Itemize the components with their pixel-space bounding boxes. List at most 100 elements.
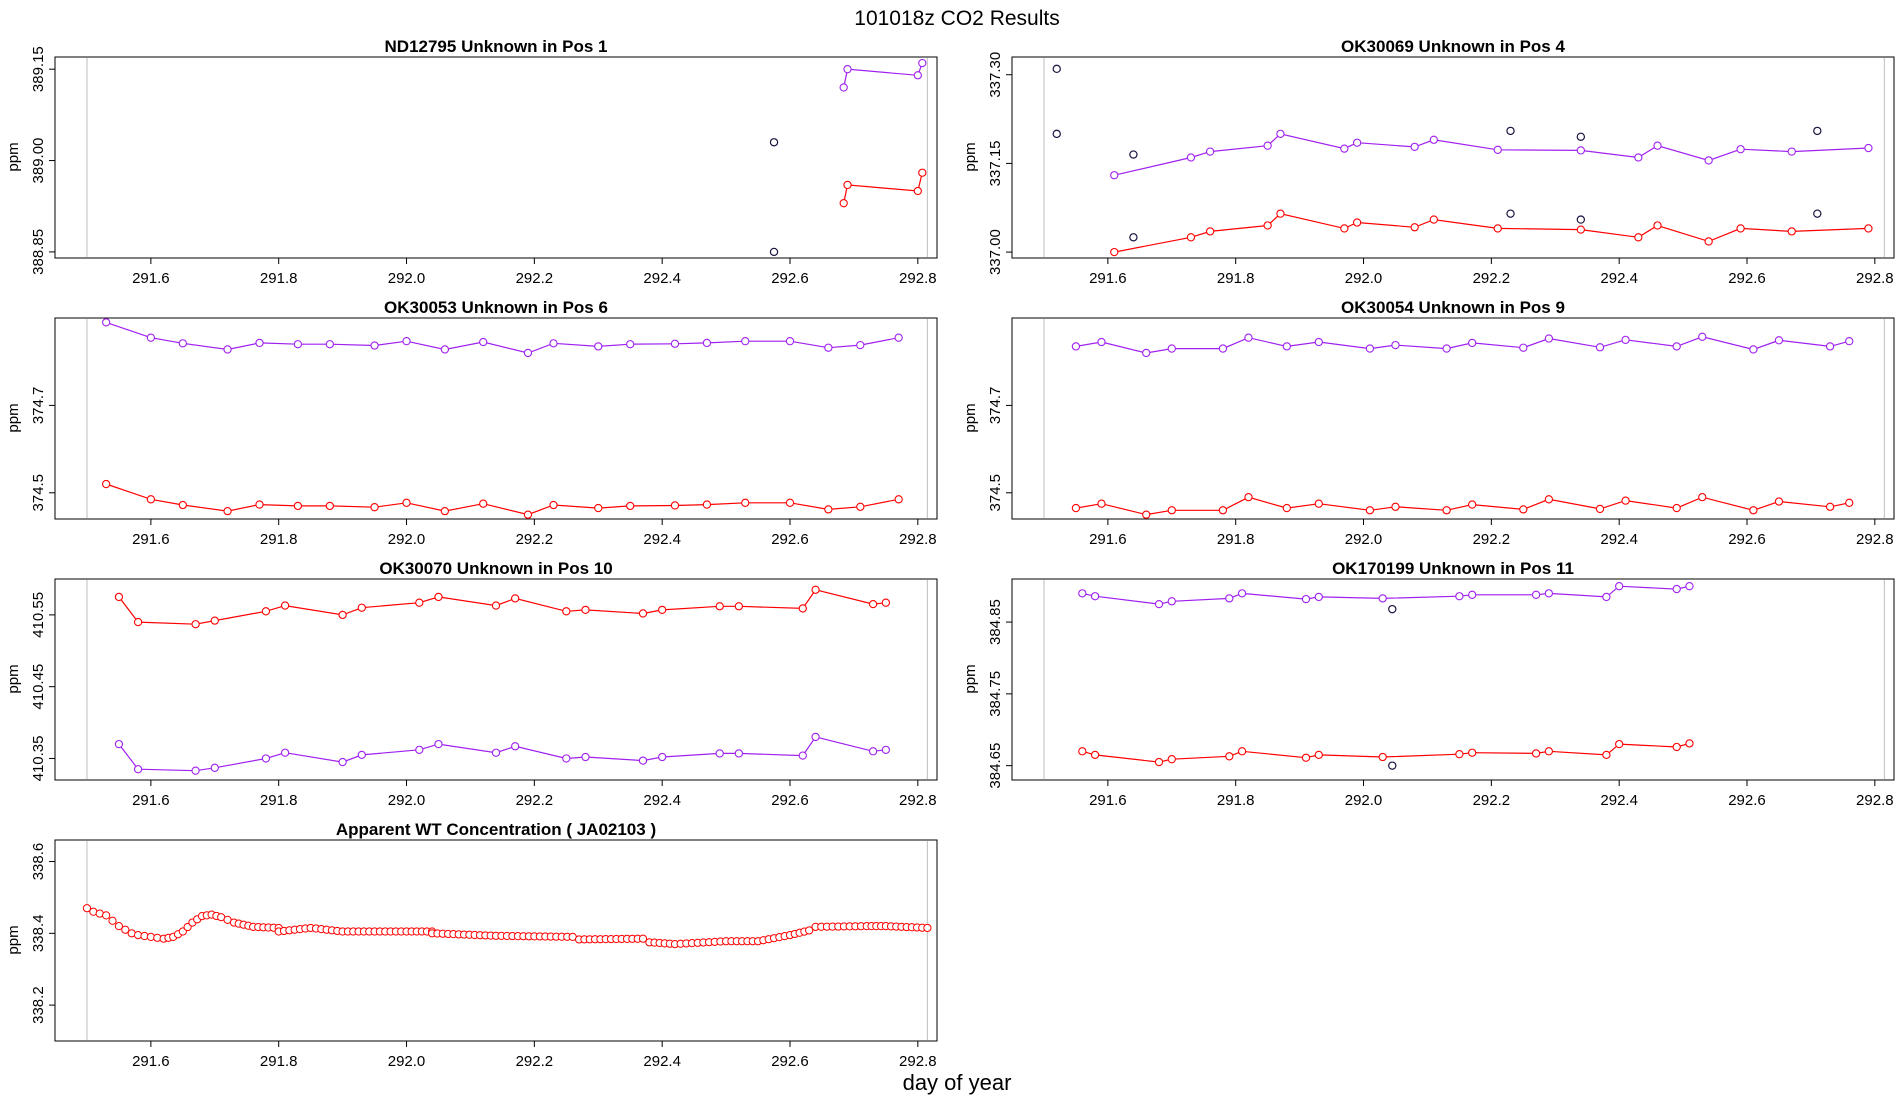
red-data-point [1595, 504, 1605, 514]
purple-series-line [105, 321, 899, 354]
purple-data-point [357, 750, 366, 760]
panel-apparent-wt-concentration: Apparent WT Concentration ( JA02103 ) pp… [5, 820, 938, 1070]
x-tick-label: 291.6 [132, 1053, 170, 1070]
purple-data-point [1301, 594, 1311, 604]
x-tick-label: 292.4 [1600, 792, 1638, 809]
purple-data-point [785, 337, 795, 346]
red-data-point [1544, 747, 1554, 756]
purple-data-point [1429, 135, 1438, 144]
plot-frame [54, 578, 938, 781]
reference-data-point [1388, 761, 1397, 770]
purple-data-point [1352, 138, 1362, 147]
purple-data-point [1237, 589, 1247, 598]
red-data-point [1391, 502, 1400, 511]
red-data-point [1602, 750, 1611, 760]
purple-data-point [1167, 344, 1176, 353]
panel-title: ND12795 Unknown in Pos 1 [385, 37, 608, 56]
x-tick-label: 292.6 [771, 270, 809, 287]
red-data-point [293, 501, 303, 511]
purple-data-point [1672, 342, 1681, 351]
x-tick-label: 292.8 [899, 1053, 937, 1070]
reference-data-point [769, 247, 779, 257]
red-data-point [402, 498, 411, 507]
purple-data-point [1205, 147, 1215, 156]
red-data-point [1186, 233, 1196, 242]
purple-data-point [255, 338, 264, 348]
purple-data-point [1864, 143, 1873, 153]
purple-data-point [280, 748, 290, 757]
red-data-point [1468, 748, 1477, 757]
x-tick-label: 292.6 [1728, 531, 1766, 548]
red-data-point [370, 503, 379, 512]
purple-data-point [1263, 141, 1272, 150]
purple-data-point [479, 337, 488, 347]
purple-data-point [1621, 335, 1630, 344]
purple-data-point [594, 342, 603, 351]
purple-data-point [1455, 592, 1464, 601]
y-tick-label: 374.7 [987, 387, 1004, 425]
y-tick-label: 410.55 [30, 592, 47, 638]
red-data-point [280, 601, 290, 610]
red-data-point [146, 495, 156, 504]
purple-data-point [1167, 597, 1176, 606]
purple-data-point [1749, 345, 1758, 354]
purple-data-point [1468, 590, 1477, 599]
x-tick-label: 292.2 [516, 1053, 554, 1070]
red-data-point [1736, 224, 1745, 233]
purple-data-point [626, 340, 635, 349]
red-data-point [1237, 747, 1247, 756]
red-data-point [1653, 221, 1662, 230]
red-data-point [1468, 500, 1477, 509]
purple-data-point [702, 338, 712, 348]
red-data-point [1090, 750, 1100, 760]
x-tick-label: 292.2 [1473, 270, 1511, 287]
y-tick-label: 338.6 [30, 843, 47, 881]
red-data-point [114, 922, 124, 931]
reference-data-point [1506, 126, 1515, 136]
purple-data-point [1282, 342, 1291, 351]
x-tick-label: 292.8 [899, 531, 937, 548]
panel-nd12795: ND12795 Unknown in Pos 1 ppm 291.6 291.8 2… [5, 37, 938, 287]
x-tick-label: 292.6 [771, 792, 809, 809]
red-data-point [210, 616, 219, 625]
x-tick-label: 292.4 [1600, 270, 1638, 287]
red-data-point [1205, 227, 1215, 236]
purple-data-point [338, 757, 347, 767]
purple-data-point [1634, 153, 1643, 162]
purple-data-point [146, 333, 156, 342]
red-series-line [105, 483, 899, 516]
purple-data-point [223, 345, 232, 354]
y-tick-label: 384.75 [987, 671, 1004, 717]
purple-data-point [370, 341, 379, 350]
red-data-point [1097, 499, 1106, 508]
panel-title: OK30070 Unknown in Pos 10 [379, 559, 612, 578]
purple-data-point [1340, 144, 1349, 153]
purple-data-point [839, 83, 848, 92]
red-data-point [1825, 502, 1835, 511]
reference-data-point [1576, 215, 1586, 224]
purple-series-line [843, 62, 923, 88]
y-tick-label: 374.5 [987, 474, 1004, 512]
purple-data-point [114, 739, 124, 749]
red-data-point [415, 598, 424, 607]
red-data-point [658, 605, 667, 615]
y-tick-label: 338.2 [30, 986, 47, 1024]
red-data-point [1621, 496, 1630, 505]
red-data-point [549, 500, 558, 510]
x-tick-label: 291.6 [1089, 531, 1127, 548]
red-series-line [843, 172, 923, 204]
purple-data-point [1078, 589, 1087, 598]
purple-data-point [523, 348, 533, 358]
purple-data-point [868, 747, 878, 756]
reference-data-point [1388, 604, 1397, 614]
red-series-line [1114, 213, 1869, 253]
red-data-point [1672, 503, 1681, 513]
purple-data-point [918, 58, 927, 68]
red-data-point [1672, 742, 1681, 752]
red-data-point [741, 498, 750, 507]
red-data-point [581, 605, 590, 615]
red-data-point [1340, 224, 1349, 233]
x-tick-label: 292.6 [771, 531, 809, 548]
x-tick-label: 292.0 [1345, 531, 1383, 548]
